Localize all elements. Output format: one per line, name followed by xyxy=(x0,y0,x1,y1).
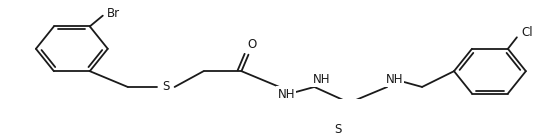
Text: O: O xyxy=(248,38,257,51)
Text: S: S xyxy=(162,80,169,93)
Text: Cl: Cl xyxy=(521,26,532,39)
Text: NH: NH xyxy=(386,73,403,86)
Text: NH: NH xyxy=(312,73,330,86)
Text: S: S xyxy=(335,123,342,136)
Text: Br: Br xyxy=(107,7,120,20)
Text: NH: NH xyxy=(278,88,295,101)
